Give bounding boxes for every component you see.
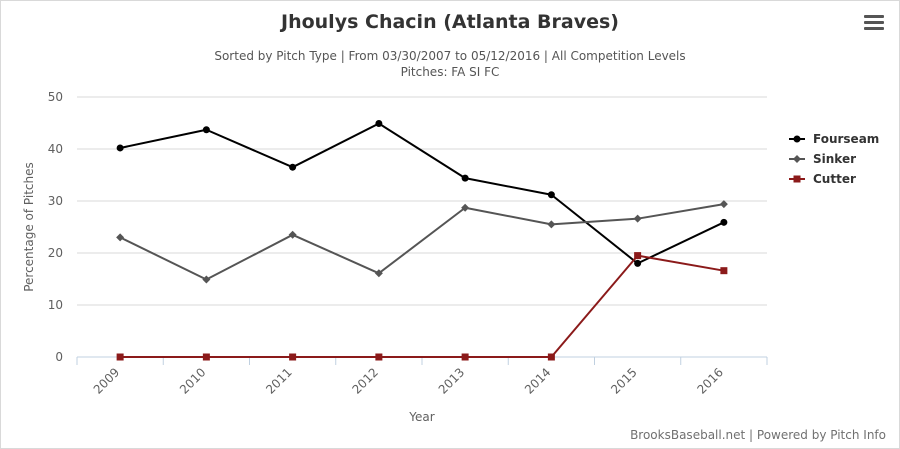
legend-label-cutter: Cutter (813, 172, 856, 186)
legend-marker-cutter (793, 175, 801, 183)
data-point-sinker (633, 214, 642, 223)
y-tick-label: 10 (48, 298, 63, 312)
hamburger-menu-icon[interactable] (860, 12, 888, 38)
data-point-fourseam (289, 163, 297, 171)
chart-title: Jhoulys Chacin (Atlanta Braves) (279, 11, 619, 33)
data-point-cutter (202, 353, 210, 361)
x-tick-label: 2011 (263, 365, 294, 396)
legend-label-fourseam: Fourseam (813, 132, 879, 146)
x-tick-label: 2015 (608, 365, 639, 396)
data-point-cutter (375, 353, 383, 361)
legend-item-sinker[interactable]: Sinker (789, 152, 856, 166)
y-tick-label: 40 (48, 142, 63, 156)
data-point-cutter (547, 353, 555, 361)
series-line-cutter (120, 254, 725, 358)
series-line-sinker (119, 203, 725, 281)
x-axis: 2009 2010 2011 2012 2013 2014 2015 2016 (76, 356, 768, 397)
y-tick-label: 0 (55, 350, 63, 364)
data-point-cutter (461, 353, 469, 361)
legend-marker-sinker (793, 155, 801, 163)
chart-subtitle: Sorted by Pitch Type | From 03/30/2007 t… (214, 49, 685, 63)
y-axis-ticks: 0 10 20 30 40 50 (48, 90, 63, 364)
data-point-fourseam (461, 174, 469, 182)
menu-bar-bottom (864, 27, 884, 30)
legend-label-sinker: Sinker (813, 152, 856, 166)
data-point-fourseam (634, 259, 642, 267)
series-fourseam (116, 120, 728, 267)
legend-item-fourseam[interactable]: Fourseam (789, 132, 879, 146)
series-cutter (116, 252, 728, 361)
chart-credits: BrooksBaseball.net | Powered by Pitch In… (630, 428, 886, 442)
x-axis-title: Year (408, 410, 434, 424)
series (116, 120, 728, 361)
legend: Fourseam Sinker Cutter (789, 132, 879, 186)
data-point-sinker (116, 233, 125, 242)
menu-bar-middle (864, 21, 884, 24)
data-point-cutter (289, 353, 297, 361)
data-point-cutter (116, 353, 124, 361)
y-axis-title: Percentage of Pitches (22, 162, 36, 292)
data-point-sinker (374, 269, 383, 278)
data-point-cutter (634, 252, 642, 260)
data-point-fourseam (547, 191, 555, 199)
menu-bar-top (864, 15, 884, 18)
data-point-sinker (719, 200, 728, 209)
chart-subtitle-pitches: Pitches: FA SI FC (401, 65, 500, 79)
x-tick-label: 2013 (436, 365, 467, 396)
legend-item-cutter[interactable]: Cutter (789, 172, 856, 186)
series-line-fourseam (119, 122, 725, 265)
data-point-fourseam (720, 218, 728, 226)
data-point-sinker (547, 220, 556, 229)
series-sinker (116, 200, 728, 284)
legend-marker-fourseam (793, 135, 801, 143)
y-tick-label: 20 (48, 246, 63, 260)
x-tick-label: 2016 (694, 365, 725, 396)
x-tick-label: 2009 (91, 365, 122, 396)
x-tick-label: 2014 (522, 365, 553, 396)
data-point-sinker (288, 230, 297, 239)
y-tick-label: 30 (48, 194, 63, 208)
x-tick-label: 2010 (177, 365, 208, 396)
data-point-fourseam (116, 144, 124, 152)
data-point-sinker (202, 275, 211, 284)
data-point-sinker (461, 203, 470, 212)
data-point-fourseam (375, 120, 383, 128)
data-point-cutter (720, 267, 728, 275)
y-tick-label: 50 (48, 90, 63, 104)
data-point-fourseam (202, 126, 210, 134)
x-tick-label: 2012 (349, 365, 380, 396)
